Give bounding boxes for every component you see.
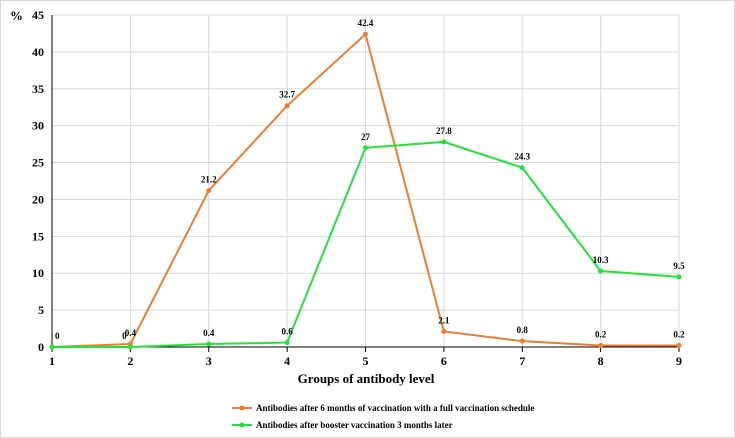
- y-tick-label: 15: [32, 229, 44, 243]
- y-tick-label: 0: [38, 340, 44, 354]
- x-tick-label: 2: [127, 354, 133, 368]
- series-2-point: [441, 139, 447, 145]
- series-1-point: [598, 343, 604, 349]
- series-2-data-label: 24.3: [514, 152, 530, 162]
- series-1-point: [363, 31, 368, 37]
- x-axis-title: Groups of antibody level: [298, 371, 435, 386]
- data-labels: 0 0.421.232.742.42.10.8 0.2 0.20 0.4 0.62727.…: [55, 18, 685, 341]
- series-1-data-label: 0.4: [125, 328, 137, 338]
- y-tick-label: 5: [38, 303, 44, 317]
- series-2-data-label: 0.4: [203, 328, 215, 338]
- series-2-data-label: 0: [122, 331, 127, 341]
- series-2-data-label: 27: [361, 132, 371, 142]
- series-2-data-label: 27.8: [436, 126, 452, 136]
- series-2-point: [676, 274, 682, 280]
- series-1-data-label: 32.7: [279, 90, 295, 100]
- series-2-point: [127, 344, 133, 350]
- series-2-data-label: 0.6: [282, 327, 294, 337]
- gridlines: [52, 14, 680, 347]
- y-tick-label: 20: [32, 192, 44, 206]
- y-tick-label: 25: [32, 156, 44, 170]
- x-tick-label: 6: [441, 354, 447, 368]
- series-2-point: [363, 145, 368, 151]
- x-tick-label: 4: [284, 354, 290, 368]
- x-tick-label: 9: [676, 354, 682, 368]
- series-1-data-label: 2.1: [438, 316, 450, 326]
- y-tick-label: 35: [32, 82, 44, 96]
- series-2-point: [598, 268, 604, 274]
- y-axis-unit: %: [10, 8, 23, 23]
- x-tick-label: 7: [519, 354, 525, 368]
- y-tick-label: 10: [32, 266, 44, 280]
- x-tick-label: 8: [598, 354, 604, 368]
- series-1-data-label: 42.4: [358, 18, 374, 28]
- x-tick-label: 5: [363, 354, 369, 368]
- series-1-point: [676, 343, 682, 349]
- series-2-point: [284, 340, 290, 346]
- series-1-data-label: 0.2: [595, 330, 607, 340]
- legend-entry-label: Antibodies after 6 months of vaccination…: [256, 403, 534, 413]
- series-2-point: [49, 344, 55, 350]
- y-tick-label: 40: [32, 45, 44, 59]
- series-1-data-label: 0.2: [673, 330, 685, 340]
- legend-entry-label: Antibodies after booster vaccination 3 m…: [256, 420, 453, 430]
- y-tick-label: 45: [32, 8, 44, 22]
- legend-swatch-marker: [239, 405, 245, 411]
- series-2-point: [206, 341, 212, 347]
- series-1-data-label: 0: [55, 331, 60, 341]
- series-group: [49, 31, 682, 350]
- series-1-point: [284, 103, 290, 109]
- series-1-point: [519, 338, 525, 344]
- series-1-data-label: 21.2: [201, 175, 217, 185]
- series-2-point: [519, 165, 525, 171]
- series-2-data-label: 10.3: [593, 255, 609, 265]
- series-1-point: [206, 188, 212, 194]
- legend-swatch-marker: [239, 422, 245, 428]
- x-tick-label: 3: [206, 354, 212, 368]
- series-1-point: [441, 329, 447, 335]
- y-tick-label: 30: [32, 119, 44, 133]
- series-1-data-label: 0.8: [517, 325, 529, 335]
- x-tick-label: 1: [49, 354, 55, 368]
- legend: Antibodies after 6 months of vaccination…: [232, 403, 534, 430]
- series-2-data-label: 9.5: [673, 261, 685, 271]
